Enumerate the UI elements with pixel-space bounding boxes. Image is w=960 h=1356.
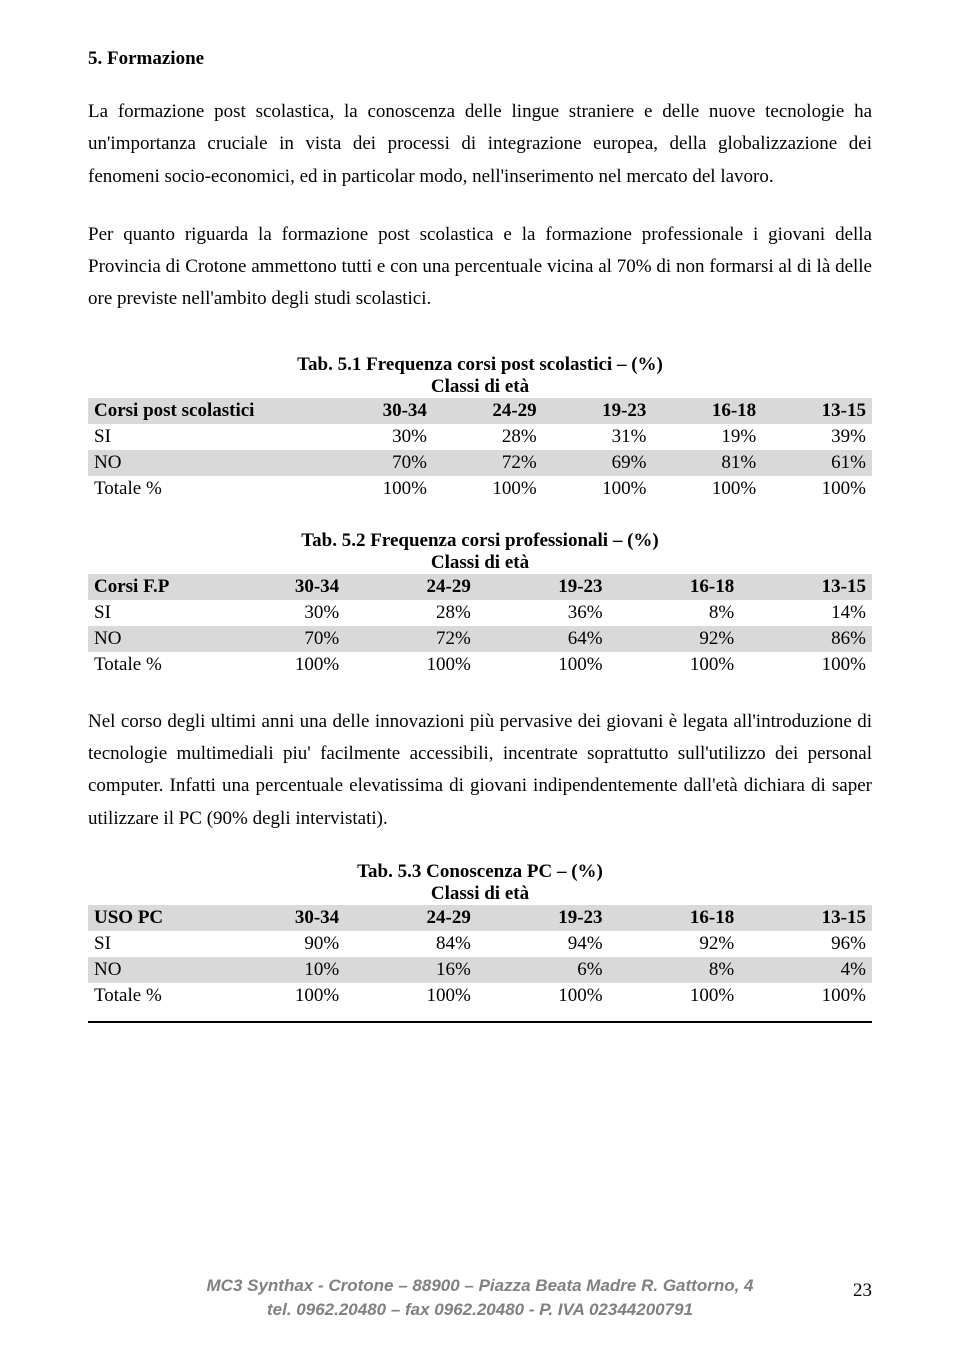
footer: MC3 Synthax - Crotone – 88900 – Piazza B… (88, 1274, 872, 1322)
cell: 100% (740, 652, 872, 678)
cell: 31% (543, 424, 653, 450)
col-header: 16-18 (609, 574, 741, 600)
cell: 70% (213, 626, 345, 652)
section-heading: 5. Formazione (88, 48, 872, 70)
paragraph-3: Nel corso degli ultimi anni una delle in… (88, 706, 872, 835)
cell: 100% (609, 652, 741, 678)
cell: 100% (609, 983, 741, 1009)
col-header: 16-18 (609, 905, 741, 931)
cell: 8% (609, 957, 741, 983)
cell: 94% (477, 931, 609, 957)
table-5-2-caption: Tab. 5.2 Frequenza corsi professionali –… (88, 530, 872, 552)
table-5-3: USO PC 30-34 24-29 19-23 16-18 13-15 SI … (88, 905, 872, 1009)
cell: 96% (740, 931, 872, 957)
table-5-1-subcaption: Classi di età (88, 376, 872, 398)
cell: Totale % (88, 652, 213, 678)
cell: 72% (345, 626, 477, 652)
cell: 39% (762, 424, 872, 450)
footer-separator (88, 1021, 872, 1023)
cell: 100% (213, 652, 345, 678)
cell: 16% (345, 957, 477, 983)
col-header: 24-29 (433, 398, 543, 424)
cell: SI (88, 424, 323, 450)
page-number: 23 (853, 1280, 872, 1302)
table-5-1-caption: Tab. 5.1 Frequenza corsi post scolastici… (88, 354, 872, 376)
cell: 100% (323, 476, 433, 502)
col-header: 30-34 (213, 574, 345, 600)
cell: 90% (213, 931, 345, 957)
cell: NO (88, 626, 213, 652)
cell: 28% (345, 600, 477, 626)
cell: 64% (477, 626, 609, 652)
col-header: 19-23 (543, 398, 653, 424)
cell: 61% (762, 450, 872, 476)
col-header: 13-15 (740, 905, 872, 931)
cell: 70% (323, 450, 433, 476)
cell: 72% (433, 450, 543, 476)
cell: 69% (543, 450, 653, 476)
cell: 100% (345, 983, 477, 1009)
col-header: USO PC (88, 905, 213, 931)
cell: Totale % (88, 983, 213, 1009)
cell: Totale % (88, 476, 323, 502)
cell: 100% (652, 476, 762, 502)
table-5-1: Corsi post scolastici 30-34 24-29 19-23 … (88, 398, 872, 502)
cell: 8% (609, 600, 741, 626)
col-header: 30-34 (323, 398, 433, 424)
col-header: 19-23 (477, 905, 609, 931)
col-header: 24-29 (345, 905, 477, 931)
cell: 19% (652, 424, 762, 450)
col-header: 16-18 (652, 398, 762, 424)
cell: 100% (433, 476, 543, 502)
paragraph-1: La formazione post scolastica, la conosc… (88, 96, 872, 193)
col-header: Corsi post scolastici (88, 398, 323, 424)
cell: 28% (433, 424, 543, 450)
cell: 100% (477, 652, 609, 678)
cell: 30% (213, 600, 345, 626)
cell: SI (88, 600, 213, 626)
col-header: 24-29 (345, 574, 477, 600)
cell: 86% (740, 626, 872, 652)
paragraph-2: Per quanto riguarda la formazione post s… (88, 219, 872, 316)
cell: 100% (345, 652, 477, 678)
cell: NO (88, 957, 213, 983)
cell: 100% (477, 983, 609, 1009)
table-5-2-subcaption: Classi di età (88, 552, 872, 574)
cell: NO (88, 450, 323, 476)
cell: 92% (609, 626, 741, 652)
cell: 100% (762, 476, 872, 502)
col-header: 13-15 (762, 398, 872, 424)
col-header: 13-15 (740, 574, 872, 600)
cell: 30% (323, 424, 433, 450)
cell: SI (88, 931, 213, 957)
cell: 100% (740, 983, 872, 1009)
cell: 81% (652, 450, 762, 476)
col-header: 19-23 (477, 574, 609, 600)
footer-line-2: tel. 0962.20480 – fax 0962.20480 - P. IV… (88, 1298, 872, 1322)
cell: 36% (477, 600, 609, 626)
cell: 10% (213, 957, 345, 983)
cell: 100% (543, 476, 653, 502)
col-header: 30-34 (213, 905, 345, 931)
cell: 84% (345, 931, 477, 957)
footer-line-1: MC3 Synthax - Crotone – 88900 – Piazza B… (88, 1274, 872, 1298)
table-5-3-subcaption: Classi di età (88, 883, 872, 905)
cell: 6% (477, 957, 609, 983)
col-header: Corsi F.P (88, 574, 213, 600)
cell: 92% (609, 931, 741, 957)
table-5-2: Corsi F.P 30-34 24-29 19-23 16-18 13-15 … (88, 574, 872, 678)
table-5-3-caption: Tab. 5.3 Conoscenza PC – (%) (88, 861, 872, 883)
cell: 14% (740, 600, 872, 626)
cell: 4% (740, 957, 872, 983)
cell: 100% (213, 983, 345, 1009)
